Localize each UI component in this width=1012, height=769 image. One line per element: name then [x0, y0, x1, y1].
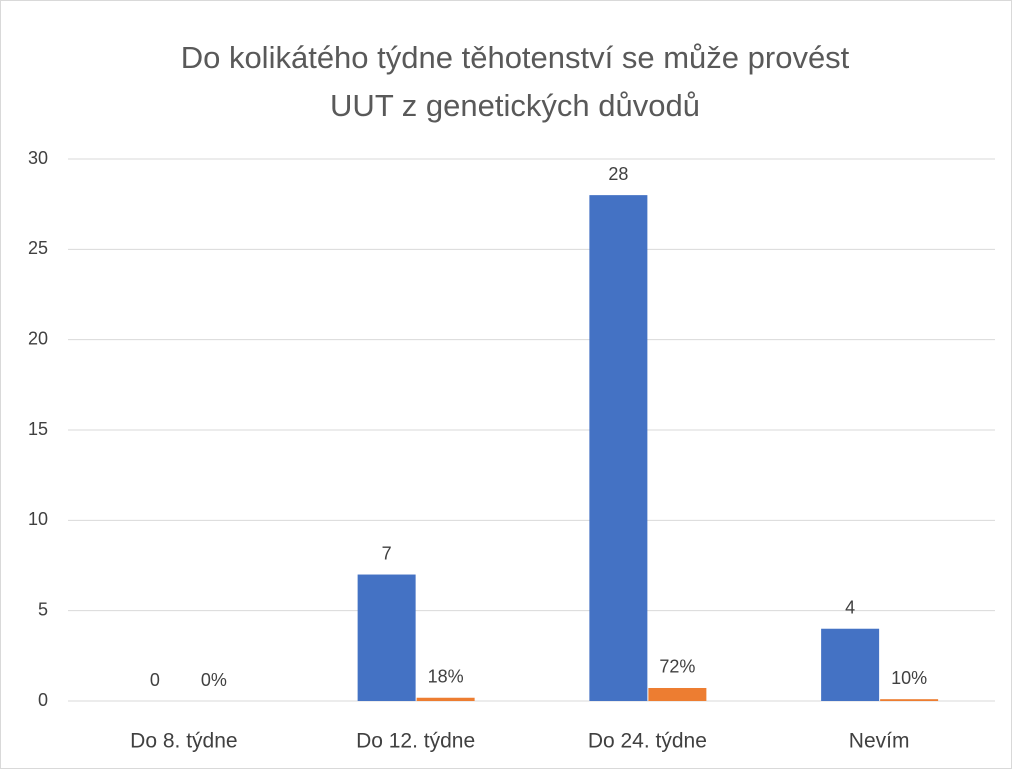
y-tick-label: 20 [28, 328, 48, 348]
x-tick-label: Do 8. týdne [130, 730, 237, 753]
bar [357, 574, 416, 701]
x-tick-label: Nevím [849, 730, 910, 753]
y-tick-label: 0 [38, 690, 48, 710]
data-label: 28 [608, 164, 628, 184]
y-tick-label: 10 [28, 509, 48, 529]
chart-title: Do kolikátého týdne těhotenství se může … [181, 40, 850, 75]
bar [821, 628, 880, 701]
x-tick-label: Do 24. týdne [588, 730, 707, 753]
bar [648, 687, 707, 701]
data-label: 7 [382, 543, 392, 563]
data-label: 18% [428, 666, 464, 686]
data-label: 0 [150, 670, 160, 690]
data-label: 4 [845, 597, 855, 617]
bar [589, 195, 648, 701]
y-tick-label: 25 [28, 238, 48, 258]
y-tick-label: 5 [38, 599, 48, 619]
bar [880, 699, 939, 701]
data-label: 0% [201, 670, 227, 690]
bar [416, 697, 475, 701]
chart-title: UUT z genetických důvodů [330, 88, 700, 123]
x-tick-label: Do 12. týdne [356, 730, 475, 753]
data-label: 10% [891, 668, 927, 688]
y-tick-label: 30 [28, 148, 48, 168]
y-tick-label: 15 [28, 419, 48, 439]
data-label: 72% [659, 657, 695, 677]
